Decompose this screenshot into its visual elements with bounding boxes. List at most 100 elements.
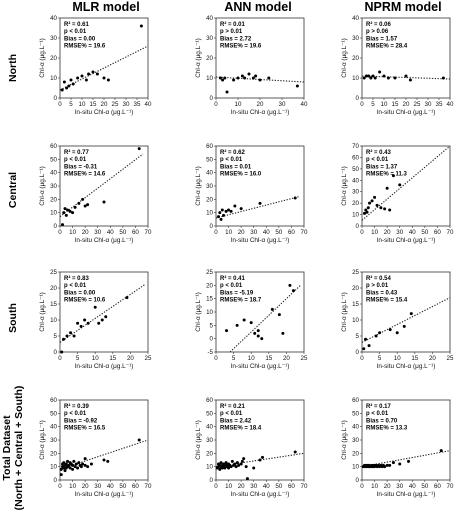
stat-label: RMSE% = 19.6	[64, 44, 106, 50]
data-point	[375, 203, 379, 207]
data-point	[217, 215, 221, 219]
data-point	[229, 465, 233, 469]
x-tick-label: 20	[403, 101, 410, 108]
row-header-total: Total Dataset	[1, 415, 13, 481]
x-tick-label: 0	[360, 483, 364, 490]
column-header-nprm: NPRM model	[364, 0, 441, 14]
data-point	[393, 76, 397, 80]
x-tick-label: 40	[107, 483, 114, 490]
x-tick-label: 0	[58, 101, 62, 108]
y-tick-label: 0	[54, 223, 58, 230]
data-point	[395, 331, 399, 335]
x-tick-label: 30	[279, 101, 286, 108]
data-point	[236, 76, 240, 80]
x-axis-label: In-situ Chl-α (μg.L⁻¹)	[231, 109, 290, 116]
scatter-panel: 0 10 20 30 40 50 60 70 0 10 20 30 40 50 60 70 In-situ Ch…	[341, 143, 454, 244]
data-point	[89, 462, 93, 466]
y-tick-label: 50	[50, 156, 57, 163]
y-tick-label: 10	[50, 464, 57, 471]
data-point	[391, 174, 395, 178]
y-tick-label: 40	[352, 15, 359, 22]
x-tick-label: 50	[119, 229, 126, 236]
y-tick-label: 0	[210, 477, 214, 484]
data-point	[83, 318, 87, 322]
data-point	[76, 76, 80, 80]
data-point	[240, 74, 244, 78]
data-point	[408, 78, 412, 82]
data-point	[67, 84, 71, 88]
x-tick-label: 20	[238, 229, 245, 236]
y-tick-label: 10	[206, 210, 213, 217]
y-tick-label: 25	[206, 269, 213, 276]
x-tick-label: 20	[238, 483, 245, 490]
stat-label: R² = 0.21	[220, 403, 246, 410]
stat-label: RMSE% = 13.3	[366, 426, 408, 432]
y-tick-label: 50	[352, 166, 359, 173]
data-point	[388, 208, 392, 212]
y-tick-label: 10	[206, 75, 213, 82]
stat-label: Bias = 0.70	[366, 418, 398, 424]
data-point	[258, 201, 262, 205]
y-tick-label: 30	[206, 183, 213, 190]
data-point	[218, 76, 222, 80]
y-tick-label: 40	[50, 424, 57, 431]
data-point	[365, 210, 369, 214]
data-point	[378, 331, 382, 335]
data-point	[407, 459, 411, 463]
stat-label: p < 0.01	[64, 283, 87, 289]
x-tick-label: 15	[411, 355, 418, 362]
plot-frame	[361, 271, 451, 353]
y-tick-label: 25	[352, 269, 359, 276]
data-point	[218, 211, 222, 215]
stat-label: R² = 0.17	[366, 403, 392, 410]
y-tick-label: 20	[206, 55, 213, 62]
stat-label: Bias = 2.72	[220, 36, 252, 42]
x-axis-label: In-situ Chl-α (μg.L⁻¹)	[75, 109, 134, 116]
data-point	[293, 196, 297, 200]
data-point	[77, 461, 81, 465]
y-tick-label: 10	[352, 212, 359, 219]
stat-label: Bias = 0.00	[64, 290, 96, 296]
x-tick-label: 60	[132, 483, 139, 490]
stat-label: RMSE% = 28.4	[366, 44, 408, 50]
data-point	[91, 70, 95, 74]
stat-label: Bias = 0.43	[366, 290, 398, 296]
x-tick-label: 10	[371, 483, 378, 490]
data-point	[386, 76, 390, 80]
stat-label: RMSE% = 16.5	[64, 426, 106, 432]
y-tick-label: 20	[352, 285, 359, 292]
stat-label: RMSE% = 15.4	[366, 298, 408, 304]
trend-line	[215, 76, 305, 83]
y-tick-label: 40	[50, 170, 57, 177]
x-tick-label: 0	[58, 483, 62, 490]
data-point	[104, 315, 108, 319]
data-point	[291, 289, 295, 293]
data-point	[243, 76, 247, 80]
data-point	[374, 334, 378, 338]
stat-label: p < 0.01	[220, 157, 243, 163]
data-point	[404, 74, 408, 78]
stat-label: Bias = 2.42	[220, 418, 252, 424]
x-tick-label: 20	[127, 355, 134, 362]
stat-label: RMSE% = 11.3	[366, 172, 408, 178]
data-point	[288, 283, 292, 287]
stat-label: R² = 0.54	[366, 275, 392, 282]
data-point	[382, 74, 386, 78]
x-tick-label: 70	[301, 483, 308, 490]
x-tick-label: 0	[214, 355, 218, 362]
x-tick-label: 35	[134, 101, 141, 108]
x-tick-label: 5	[232, 355, 236, 362]
data-point	[270, 307, 274, 311]
x-tick-label: 40	[145, 101, 152, 108]
x-tick-label: 30	[94, 483, 101, 490]
x-tick-label: 20	[257, 101, 264, 108]
x-tick-label: 40	[107, 229, 114, 236]
data-point	[385, 186, 389, 190]
data-point	[388, 328, 392, 332]
y-tick-label: 70	[352, 143, 359, 150]
y-tick-label: 10	[352, 464, 359, 471]
data-point	[100, 318, 104, 322]
